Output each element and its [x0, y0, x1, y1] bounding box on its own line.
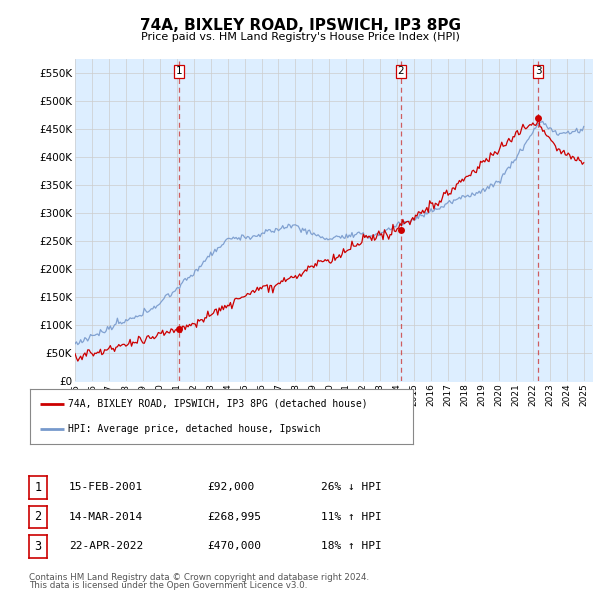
Text: 14-MAR-2014: 14-MAR-2014 [69, 512, 143, 522]
Text: 74A, BIXLEY ROAD, IPSWICH, IP3 8PG (detached house): 74A, BIXLEY ROAD, IPSWICH, IP3 8PG (deta… [68, 399, 368, 409]
Text: This data is licensed under the Open Government Licence v3.0.: This data is licensed under the Open Gov… [29, 581, 307, 590]
Text: HPI: Average price, detached house, Ipswich: HPI: Average price, detached house, Ipsw… [68, 424, 321, 434]
Text: 26% ↓ HPI: 26% ↓ HPI [321, 483, 382, 492]
Text: Price paid vs. HM Land Registry's House Price Index (HPI): Price paid vs. HM Land Registry's House … [140, 32, 460, 41]
Text: 1: 1 [34, 481, 41, 494]
Text: 1: 1 [175, 66, 182, 76]
Text: £92,000: £92,000 [207, 483, 254, 492]
Text: Contains HM Land Registry data © Crown copyright and database right 2024.: Contains HM Land Registry data © Crown c… [29, 572, 369, 582]
Text: 2: 2 [34, 510, 41, 523]
Text: 2: 2 [397, 66, 404, 76]
Text: 11% ↑ HPI: 11% ↑ HPI [321, 512, 382, 522]
Text: 3: 3 [34, 540, 41, 553]
Text: 74A, BIXLEY ROAD, IPSWICH, IP3 8PG: 74A, BIXLEY ROAD, IPSWICH, IP3 8PG [139, 18, 461, 33]
Text: 3: 3 [535, 66, 541, 76]
Text: 18% ↑ HPI: 18% ↑ HPI [321, 542, 382, 551]
Text: 15-FEB-2001: 15-FEB-2001 [69, 483, 143, 492]
Text: £470,000: £470,000 [207, 542, 261, 551]
Text: 22-APR-2022: 22-APR-2022 [69, 542, 143, 551]
Text: £268,995: £268,995 [207, 512, 261, 522]
